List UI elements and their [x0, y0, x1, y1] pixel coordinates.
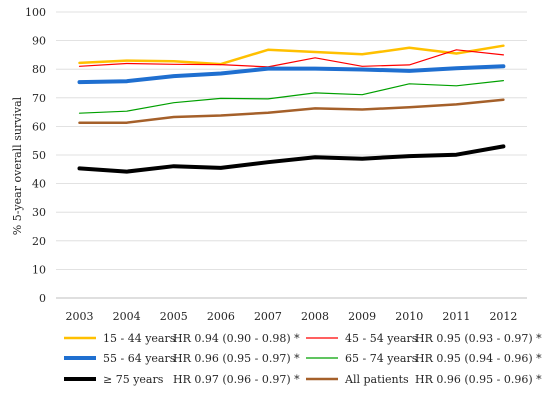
series-line	[77, 144, 506, 174]
series-lines	[77, 44, 506, 174]
series-line	[78, 98, 505, 124]
y-tick-label: 20	[32, 235, 46, 248]
y-tick-label: 70	[32, 92, 46, 105]
y-tick-label: 40	[32, 178, 46, 191]
legend-hr: HR 0.97 (0.96 - 0.97) *	[173, 373, 300, 386]
x-tick-label: 2005	[160, 310, 188, 323]
x-tick-label: 2010	[395, 310, 423, 323]
series-line	[78, 49, 504, 68]
legend-hr: HR 0.94 (0.90 - 0.98) *	[173, 332, 300, 345]
gridlines	[56, 11, 527, 270]
legend-label: 55 - 64 years	[103, 352, 176, 365]
x-tick-label: 2006	[207, 310, 235, 323]
y-tick-label: 100	[25, 6, 46, 19]
legend-item: ≥ 75 years HR 0.97 (0.96 - 0.97) *	[64, 373, 300, 386]
x-tick-label: 2012	[489, 310, 517, 323]
legend-label: 15 - 44 years	[103, 332, 176, 345]
legend-label: 45 - 54 years	[345, 332, 418, 345]
y-tick-label: 60	[32, 120, 46, 133]
legend-hr: HR 0.95 (0.93 - 0.97) *	[415, 332, 542, 345]
y-axis-title: % 5-year overall survival	[11, 96, 24, 235]
series-line	[78, 44, 505, 66]
y-tick-label: 0	[39, 292, 46, 305]
x-axis-ticks: 2003 2004 2005 2006 2007 2008 2009 2010 2011 2012	[66, 310, 518, 323]
x-tick-label: 2007	[254, 310, 282, 323]
x-tick-label: 2011	[442, 310, 470, 323]
y-tick-label: 10	[32, 263, 46, 276]
x-tick-label: 2008	[301, 310, 329, 323]
y-tick-label: 80	[32, 63, 46, 76]
legend-hr: HR 0.96 (0.95 - 0.96) *	[415, 373, 542, 386]
legend-item: All patients HR 0.96 (0.95 - 0.96) *	[306, 373, 542, 386]
legend-label: ≥ 75 years	[103, 373, 164, 386]
legend-hr: HR 0.96 (0.95 - 0.97) *	[173, 352, 300, 365]
series-line	[78, 79, 504, 114]
legend-label: 65 - 74 years	[345, 352, 418, 365]
x-tick-label: 2003	[66, 310, 94, 323]
series-line	[77, 64, 506, 85]
y-tick-label: 90	[32, 35, 46, 48]
y-tick-label: 30	[32, 206, 46, 219]
y-tick-label: 50	[32, 149, 46, 162]
legend-hr: HR 0.95 (0.94 - 0.96) *	[415, 352, 542, 365]
legend-label: All patients	[344, 373, 409, 386]
x-tick-label: 2004	[113, 310, 141, 323]
y-axis-ticks: 0 10 20 30 40 50 60 70 80 90 100	[25, 6, 46, 305]
x-tick-label: 2009	[348, 310, 376, 323]
